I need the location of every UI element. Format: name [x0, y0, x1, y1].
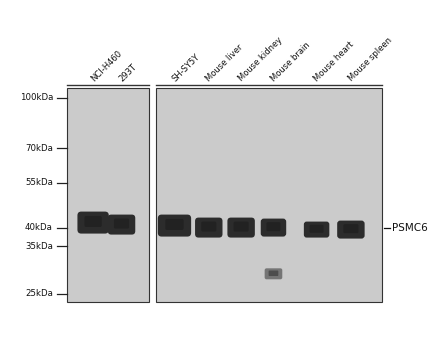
- Text: SH-SY5Y: SH-SY5Y: [170, 52, 201, 83]
- Text: Mouse spleen: Mouse spleen: [346, 36, 393, 83]
- Bar: [66, 88, 148, 302]
- FancyBboxPatch shape: [84, 216, 102, 227]
- FancyBboxPatch shape: [342, 224, 358, 233]
- Text: Mouse kidney: Mouse kidney: [236, 35, 283, 83]
- Text: NCI-H460: NCI-H460: [89, 48, 123, 83]
- FancyBboxPatch shape: [227, 218, 254, 238]
- Text: 55kDa: 55kDa: [25, 178, 53, 187]
- Text: 35kDa: 35kDa: [25, 242, 53, 251]
- FancyBboxPatch shape: [309, 225, 323, 233]
- FancyBboxPatch shape: [194, 218, 222, 238]
- FancyBboxPatch shape: [165, 219, 183, 230]
- FancyBboxPatch shape: [77, 212, 108, 233]
- Text: PSMC6: PSMC6: [391, 223, 427, 233]
- FancyBboxPatch shape: [114, 219, 129, 229]
- FancyBboxPatch shape: [108, 215, 135, 234]
- FancyBboxPatch shape: [303, 222, 329, 238]
- Text: 70kDa: 70kDa: [25, 144, 53, 153]
- Text: Mouse heart: Mouse heart: [312, 40, 355, 83]
- FancyBboxPatch shape: [158, 215, 191, 237]
- Text: 40kDa: 40kDa: [25, 223, 53, 232]
- FancyBboxPatch shape: [336, 220, 364, 239]
- FancyBboxPatch shape: [266, 222, 280, 231]
- Text: 293T: 293T: [117, 62, 138, 83]
- FancyBboxPatch shape: [268, 271, 278, 276]
- Text: 25kDa: 25kDa: [25, 289, 53, 299]
- FancyBboxPatch shape: [260, 219, 286, 237]
- Text: Mouse brain: Mouse brain: [269, 40, 311, 83]
- Text: Mouse liver: Mouse liver: [204, 42, 244, 83]
- Bar: [155, 88, 381, 302]
- Text: 100kDa: 100kDa: [20, 93, 53, 103]
- FancyBboxPatch shape: [233, 222, 248, 232]
- FancyBboxPatch shape: [201, 222, 216, 232]
- FancyBboxPatch shape: [264, 268, 282, 279]
